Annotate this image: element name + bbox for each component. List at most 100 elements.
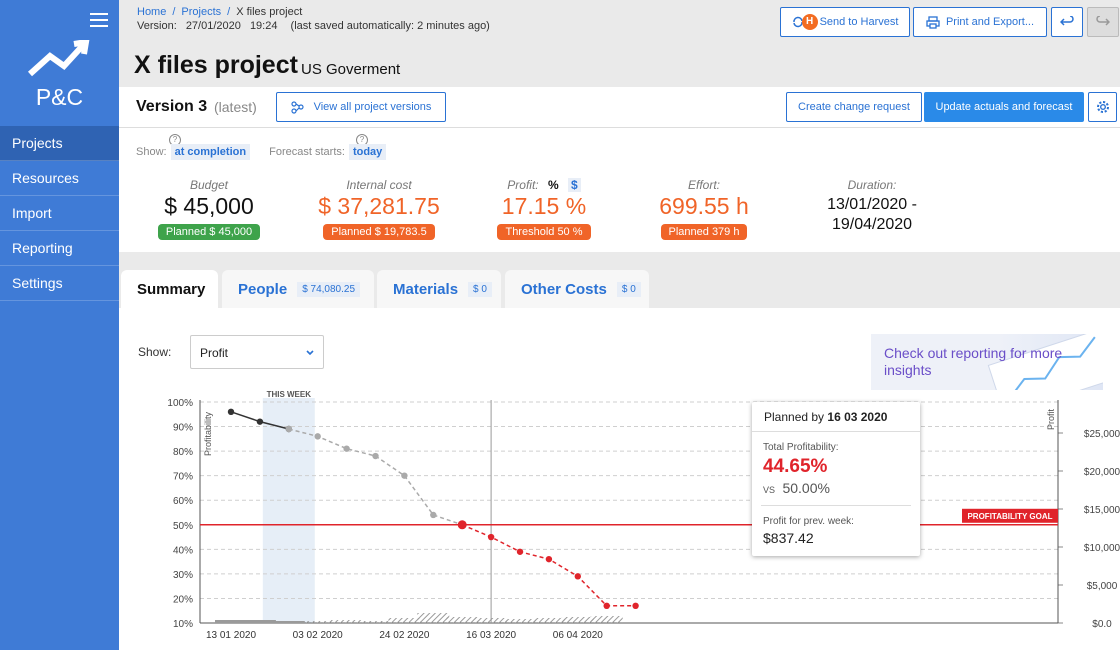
sidebar-nav: Projects Resources Import Reporting Sett… bbox=[0, 126, 119, 301]
create-change-request-button[interactable]: Create change request bbox=[786, 92, 922, 122]
tooltip-title-date: 16 03 2020 bbox=[827, 410, 888, 424]
budget-value: $ 45,000 bbox=[164, 193, 254, 219]
y-left-tick-label: 10% bbox=[173, 619, 193, 630]
weekly-profit-bar bbox=[301, 621, 334, 623]
data-point bbox=[372, 452, 379, 460]
weekly-profit-bar bbox=[330, 620, 363, 623]
metric-select[interactable]: Profit bbox=[190, 335, 324, 369]
tab-other-costs[interactable]: Other Costs $ 0 bbox=[505, 270, 649, 308]
chart-show-label: Show: bbox=[138, 345, 172, 359]
profit-label-row: Profit: % $ bbox=[484, 178, 604, 192]
profit-percent-toggle[interactable]: % bbox=[547, 178, 559, 192]
profit-value: 17.15 % bbox=[501, 193, 587, 219]
breadcrumb-separator: / bbox=[172, 6, 176, 18]
tab-other-costs-amount: $ 0 bbox=[616, 281, 641, 297]
data-point bbox=[632, 602, 639, 610]
project-header: Home / Projects / X files project Version: 2… bbox=[119, 0, 1120, 87]
data-point bbox=[314, 433, 321, 440]
sidebar-item-settings[interactable]: Settings bbox=[0, 266, 119, 301]
x-tick-label: 06 04 2020 bbox=[553, 630, 603, 641]
chart-tooltip: Planned by 16 03 2020 Total Profitabilit… bbox=[752, 402, 920, 556]
breadcrumb: Home / Projects / X files project bbox=[137, 6, 302, 18]
data-point bbox=[401, 472, 408, 479]
y-left-tick-label: 70% bbox=[173, 472, 193, 483]
reporting-promo-banner[interactable]: Check out reporting for more insights bbox=[871, 334, 1103, 390]
report-illustration-icon bbox=[987, 334, 1103, 390]
internal-cost-label: Internal cost bbox=[346, 178, 412, 192]
breadcrumb-current: X files project bbox=[236, 6, 303, 18]
y-left-tick-label: 20% bbox=[173, 594, 193, 605]
version-info: Version: 27/01/2020 19:24 (last saved au… bbox=[137, 20, 496, 32]
show-label: Show: bbox=[136, 146, 167, 158]
y-left-tick-label: 60% bbox=[173, 496, 193, 507]
send-to-harvest-button[interactable]: H Send to Harvest bbox=[780, 7, 910, 37]
view-all-versions-button[interactable]: View all project versions bbox=[276, 92, 446, 122]
tab-bar: Summary People $ 74,080.25 Materials $ 0… bbox=[119, 252, 1120, 308]
versions-icon bbox=[290, 100, 304, 114]
profit-threshold-badge: Threshold 50 % bbox=[497, 224, 591, 240]
tooltip-prev-value: $837.42 bbox=[763, 530, 814, 546]
effort-label: Effort: bbox=[687, 178, 720, 192]
settings-button[interactable] bbox=[1088, 92, 1117, 122]
tooltip-total-label: Total Profitability: bbox=[763, 442, 839, 453]
gear-icon bbox=[1096, 101, 1109, 113]
tab-people[interactable]: People $ 74,080.25 bbox=[222, 270, 374, 308]
create-change-request-label: Create change request bbox=[798, 101, 910, 113]
y-left-axis-title: Profitability bbox=[203, 411, 213, 456]
sidebar: P&C Projects Resources Import Reporting … bbox=[0, 0, 119, 650]
breadcrumb-projects[interactable]: Projects bbox=[181, 6, 222, 18]
effort-kpi: Effort: 699.55 h Planned 379 h bbox=[644, 178, 764, 240]
forecast-today-toggle[interactable]: today bbox=[348, 144, 387, 160]
budget-label: Budget bbox=[189, 178, 229, 192]
tab-materials[interactable]: Materials $ 0 bbox=[377, 270, 501, 308]
x-tick-label: 24 02 2020 bbox=[379, 630, 429, 641]
redo-button[interactable] bbox=[1087, 7, 1119, 37]
sidebar-item-import[interactable]: Import bbox=[0, 196, 119, 231]
weekly-profit-bar bbox=[561, 617, 594, 623]
weekly-profit-bar bbox=[590, 616, 623, 623]
profit-dollar-toggle[interactable]: $ bbox=[568, 178, 581, 192]
tooltip-title-prefix: Planned by bbox=[764, 410, 825, 424]
x-tick-label: 13 01 2020 bbox=[206, 630, 256, 641]
this-week-band bbox=[262, 398, 315, 623]
duration-label: Duration: bbox=[847, 178, 897, 192]
y-right-tick-label: $0.0 bbox=[1092, 619, 1112, 630]
print-export-label: Print and Export... bbox=[945, 16, 1035, 28]
version-time: 19:24 bbox=[249, 20, 278, 32]
printer-icon bbox=[926, 15, 940, 29]
chevron-down-icon bbox=[306, 350, 314, 356]
duration-end: 19/04/2020 bbox=[831, 216, 913, 233]
sidebar-item-reporting[interactable]: Reporting bbox=[0, 231, 119, 266]
series-line-forecast_above_goal bbox=[288, 428, 463, 526]
update-actuals-button[interactable]: Update actuals and forecast bbox=[924, 92, 1084, 122]
data-point bbox=[457, 520, 467, 530]
update-actuals-label: Update actuals and forecast bbox=[935, 101, 1073, 113]
hamburger-menu-icon[interactable] bbox=[90, 13, 108, 27]
y-right-tick-label: $15,000 bbox=[1084, 505, 1120, 516]
tab-materials-amount: $ 0 bbox=[468, 281, 492, 297]
weekly-profit-bar bbox=[532, 618, 565, 623]
print-export-button[interactable]: Print and Export... bbox=[913, 7, 1047, 37]
tab-summary[interactable]: Summary bbox=[121, 270, 218, 308]
data-point bbox=[574, 573, 581, 580]
tooltip-title: Planned by 16 03 2020 bbox=[752, 402, 920, 432]
breadcrumb-home[interactable]: Home bbox=[137, 6, 167, 18]
profit-kpi: Profit: % $ 17.15 % Threshold 50 % bbox=[484, 178, 604, 240]
tab-summary-label: Summary bbox=[137, 280, 206, 298]
tooltip-prev-label: Profit for prev. week: bbox=[763, 516, 854, 527]
view-all-versions-label: View all project versions bbox=[313, 101, 432, 113]
budget-planned-badge: Planned $ 45,000 bbox=[157, 224, 261, 240]
tab-other-costs-label: Other Costs bbox=[521, 280, 607, 298]
weekly-profit-bar bbox=[504, 619, 536, 623]
sidebar-item-projects[interactable]: Projects bbox=[0, 126, 119, 161]
client-name: US Goverment bbox=[301, 61, 401, 78]
show-at-completion-toggle[interactable]: at completion bbox=[170, 144, 251, 160]
filter-row: Show: at completion Forecast starts: today bbox=[136, 144, 387, 160]
y-right-axis-title: Profit bbox=[1046, 408, 1056, 430]
data-point bbox=[227, 408, 235, 416]
redo-icon bbox=[1096, 16, 1110, 26]
sidebar-item-resources[interactable]: Resources bbox=[0, 161, 119, 196]
undo-button[interactable] bbox=[1051, 7, 1083, 37]
profitability-goal-label: PROFITABILITY GOAL bbox=[967, 512, 1052, 521]
y-left-tick-label: 40% bbox=[173, 545, 193, 556]
